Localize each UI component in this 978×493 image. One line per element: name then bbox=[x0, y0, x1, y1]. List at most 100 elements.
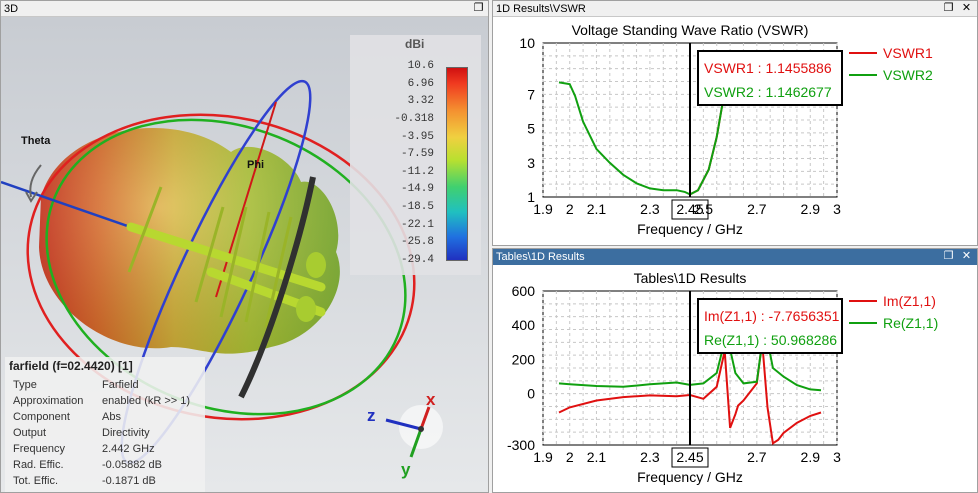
restore-window-icon[interactable]: ❐ bbox=[943, 250, 954, 262]
panel-tables-title: Tables\1D Results bbox=[496, 251, 585, 263]
y-tick-label: 200 bbox=[512, 351, 536, 367]
colorbar-tick: -14.9 bbox=[400, 183, 434, 196]
x-tick-label: 2.3 bbox=[640, 201, 660, 217]
farfield-info-box: farfield (f=02.4420) [1] Type Farfield App… bbox=[5, 357, 205, 492]
x-tick-label: 1.9 bbox=[533, 201, 553, 217]
series-line-VSWR2 bbox=[558, 51, 732, 196]
colorbar-tick: 6.96 bbox=[407, 77, 434, 90]
x-tick-label: 3 bbox=[833, 449, 841, 465]
colorbar-tick: -29.4 bbox=[400, 254, 434, 266]
close-icon[interactable]: ✕ bbox=[961, 2, 972, 14]
legend-entry: VSWR2 bbox=[883, 67, 933, 83]
y-tick-label: 400 bbox=[512, 317, 536, 333]
x-tick-label: 2.5 bbox=[694, 201, 714, 217]
chart-title: Voltage Standing Wave Ratio (VSWR) bbox=[572, 22, 809, 38]
phi-label: Phi bbox=[247, 159, 265, 171]
y-tick-label: 0 bbox=[527, 386, 535, 402]
axis-x-label: x bbox=[426, 390, 436, 409]
info-value: -0.1871 dB bbox=[102, 475, 156, 487]
info-key: Tot. Effic. bbox=[13, 475, 59, 487]
x-axis-label: Frequency / GHz bbox=[637, 469, 743, 485]
info-value: Abs bbox=[102, 411, 121, 423]
marker-freq-box bbox=[671, 199, 709, 220]
y-tick-label: 600 bbox=[512, 283, 536, 299]
colorbar-tick: -3.95 bbox=[400, 130, 434, 143]
colorbar-tick: -7.59 bbox=[400, 148, 434, 161]
legend-entry: VSWR1 bbox=[883, 45, 933, 61]
panel-3d-title: 3D bbox=[4, 3, 19, 15]
x-tick-label: 2.7 bbox=[747, 201, 767, 217]
farfield-3d-canvas[interactable]: Theta Phi x z y dBi 10.6 6.96 3.32 -0.318 -3… bbox=[1, 17, 488, 492]
y-tick-label: 1 bbox=[527, 189, 535, 205]
panel-tables-titlebar[interactable]: Tables\1D Results ❐ ✕ bbox=[493, 249, 977, 265]
y-tick-label: 7 bbox=[527, 86, 535, 102]
legend-entry: Im(Z1,1) bbox=[883, 293, 936, 309]
info-key: Approximation bbox=[13, 395, 84, 407]
x-tick-label: 2.3 bbox=[640, 449, 660, 465]
marker-readout-text: Im(Z1,1) : -7.7656351 bbox=[704, 308, 840, 324]
series-line-Im(Z1,1) bbox=[558, 342, 822, 445]
info-key: Rad. Effic. bbox=[13, 459, 64, 471]
x-axis-label: Frequency / GHz bbox=[637, 221, 743, 237]
axis-triad bbox=[385, 405, 443, 458]
x-tick-label: 2.1 bbox=[587, 201, 607, 217]
axis-y-label: y bbox=[401, 460, 411, 479]
y-tick-label: 3 bbox=[527, 155, 535, 171]
y-tick-label: -300 bbox=[507, 437, 535, 453]
x-tick-label: 2.9 bbox=[801, 201, 821, 217]
y-tick-label: 5 bbox=[527, 121, 535, 137]
info-value: Farfield bbox=[102, 379, 139, 391]
marker-freq-box bbox=[671, 447, 709, 468]
axis-z-label: z bbox=[367, 406, 376, 425]
panel-3d-titlebar[interactable]: 3D ❐ bbox=[1, 1, 488, 17]
info-value: -0.05882 dB bbox=[102, 459, 162, 471]
antenna-model bbox=[126, 176, 326, 399]
close-icon[interactable]: ✕ bbox=[961, 250, 972, 262]
info-value: 10.59 dBi bbox=[102, 491, 148, 492]
colorbar-tick: 10.6 bbox=[407, 60, 434, 72]
marker-freq-label: 2.45 bbox=[676, 201, 703, 217]
farfield-info-title: farfield (f=02.4420) [1] bbox=[9, 359, 133, 373]
info-key: Dir. bbox=[13, 491, 30, 492]
x-tick-label: 3 bbox=[833, 201, 841, 217]
colorbar-tick: -22.1 bbox=[400, 218, 434, 231]
x-tick-label: 2.7 bbox=[747, 449, 767, 465]
colorbar-tick: 3.32 bbox=[407, 95, 434, 108]
vswr-chart[interactable]: Voltage Standing Wave Ratio (VSWR) 1.9 2 2.… bbox=[493, 17, 977, 245]
x-tick-label: 2 bbox=[566, 449, 574, 465]
panel-vswr-title: 1D Results\VSWR bbox=[496, 3, 586, 15]
x-tick-label: 1.9 bbox=[533, 449, 553, 465]
colorbar-tick: -0.318 bbox=[394, 112, 434, 125]
x-tick-label: 2 bbox=[566, 201, 574, 217]
restore-window-icon[interactable]: ❐ bbox=[943, 2, 954, 14]
legend-entry: Re(Z1,1) bbox=[883, 315, 938, 331]
x-tick-label: 2.1 bbox=[587, 449, 607, 465]
info-key: Frequency bbox=[13, 443, 65, 455]
info-key: Output bbox=[13, 427, 47, 439]
marker-readout-text: VSWR1 : 1.1455886 bbox=[704, 60, 832, 76]
info-value: Directivity bbox=[102, 427, 150, 439]
marker-readout-box bbox=[697, 50, 843, 106]
info-value: enabled (kR >> 1) bbox=[102, 395, 191, 407]
info-value: 2.442 GHz bbox=[102, 443, 155, 455]
x-tick-label: 2.9 bbox=[801, 449, 821, 465]
marker-readout-text: Re(Z1,1) : 50.968286 bbox=[704, 332, 837, 348]
panel-tables: Tables\1D Results ❐ ✕ Tables\1D Results 1… bbox=[492, 248, 978, 493]
y-tick-label: 10 bbox=[519, 35, 535, 51]
info-key: Component bbox=[13, 411, 70, 423]
info-key: Type bbox=[13, 379, 37, 391]
colorbar-tick: -25.8 bbox=[400, 236, 434, 249]
panel-vswr-titlebar[interactable]: 1D Results\VSWR ❐ ✕ bbox=[493, 1, 977, 17]
panel-vswr: 1D Results\VSWR ❐ ✕ Voltage Standing Wav… bbox=[492, 0, 978, 246]
impedance-chart[interactable]: Tables\1D Results 1.9 2 2.1 2.3 2.45 2.7 2.9 3 60… bbox=[493, 265, 977, 493]
marker-freq-label: 2.45 bbox=[676, 449, 703, 465]
colorbar-unit: dBi bbox=[405, 37, 425, 51]
panel-3d-view: 3D ❐ bbox=[0, 0, 489, 493]
marker-readout-box bbox=[697, 298, 843, 354]
colorbar-gradient bbox=[446, 67, 468, 261]
chart-title: Tables\1D Results bbox=[634, 270, 747, 286]
colorbar-tick: -11.2 bbox=[400, 165, 434, 178]
colorbar-tick: -18.5 bbox=[400, 201, 434, 214]
theta-label: Theta bbox=[21, 135, 51, 147]
restore-window-icon[interactable]: ❐ bbox=[473, 2, 484, 14]
